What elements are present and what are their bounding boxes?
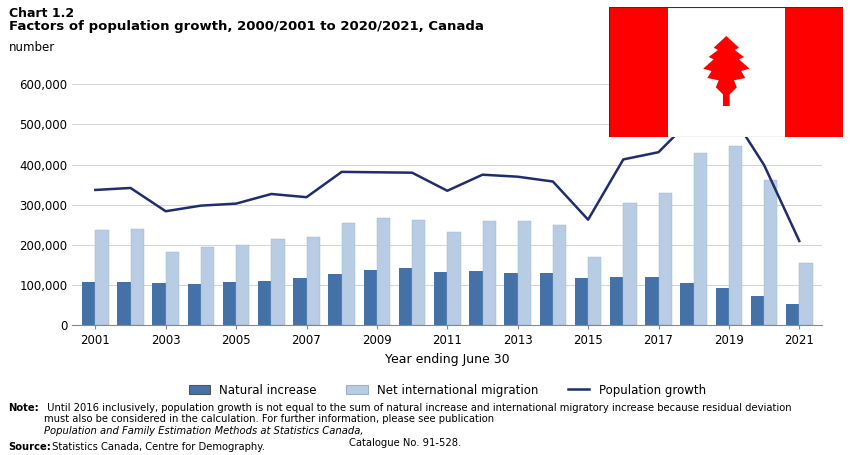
Bar <box>153 283 165 325</box>
Bar <box>751 296 764 325</box>
Bar <box>482 221 496 325</box>
Bar <box>785 7 843 136</box>
Bar <box>307 237 320 325</box>
Bar <box>258 281 271 325</box>
Bar <box>668 7 785 136</box>
Bar <box>130 229 144 325</box>
Bar <box>610 277 624 325</box>
Bar <box>236 245 250 325</box>
Bar <box>95 230 109 325</box>
Bar <box>729 146 742 325</box>
Bar <box>412 220 425 325</box>
Bar <box>645 277 659 325</box>
Bar <box>328 274 342 325</box>
Bar <box>399 268 412 325</box>
Bar <box>609 7 668 136</box>
Bar <box>716 288 729 325</box>
Bar <box>377 217 390 325</box>
Bar <box>342 223 355 325</box>
Bar <box>786 304 799 325</box>
Text: Chart 1.2: Chart 1.2 <box>9 7 73 20</box>
Bar <box>681 283 694 325</box>
Bar <box>518 221 531 325</box>
Bar <box>553 225 567 325</box>
Polygon shape <box>703 36 750 106</box>
Bar <box>539 273 553 325</box>
Bar <box>799 263 813 325</box>
Bar <box>201 247 214 325</box>
X-axis label: Year ending June 30: Year ending June 30 <box>385 353 509 366</box>
Bar <box>469 271 482 325</box>
Bar <box>165 252 179 325</box>
Text: Note:: Note: <box>9 403 39 413</box>
Bar <box>659 193 672 325</box>
Text: Until 2016 inclusively, population growth is not equal to the sum of natural inc: Until 2016 inclusively, population growt… <box>44 403 792 424</box>
Bar <box>222 282 236 325</box>
Text: Statistics Canada, Centre for Demography.: Statistics Canada, Centre for Demography… <box>49 442 265 452</box>
Bar <box>187 284 201 325</box>
Text: Catalogue No. 91-528.: Catalogue No. 91-528. <box>349 426 462 448</box>
Bar <box>364 270 377 325</box>
Bar <box>764 180 778 325</box>
Text: Population and Family Estimation Methods at Statistics Canada,: Population and Family Estimation Methods… <box>44 426 364 436</box>
Bar <box>434 272 447 325</box>
Text: Factors of population growth, 2000/2001 to 2020/2021, Canada: Factors of population growth, 2000/2001 … <box>9 20 483 34</box>
Bar <box>624 203 636 325</box>
Bar <box>271 239 285 325</box>
Text: number: number <box>9 41 55 54</box>
Bar <box>694 153 707 325</box>
Bar <box>82 282 95 325</box>
Text: Source:: Source: <box>9 442 51 452</box>
Bar <box>117 283 130 325</box>
Bar <box>588 257 602 325</box>
Bar <box>504 273 518 325</box>
Legend: Natural increase, Net international migration, Population growth: Natural increase, Net international migr… <box>189 384 705 397</box>
Bar <box>575 278 588 325</box>
Bar <box>447 232 461 325</box>
Bar <box>293 278 307 325</box>
